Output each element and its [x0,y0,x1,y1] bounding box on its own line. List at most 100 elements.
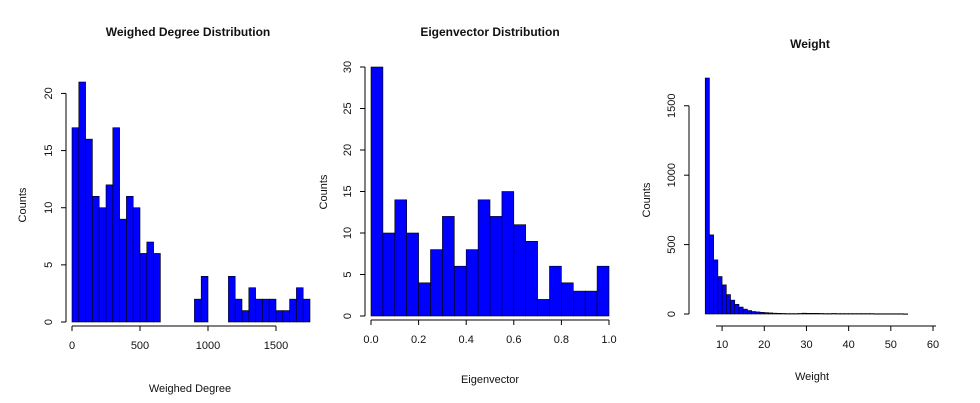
histogram-bar [793,313,799,315]
x-tick-label: 0.2 [411,334,426,346]
histogram-bar [704,77,710,315]
x-axis-label: Weight [795,371,829,383]
axes: 0 5 10 15 20 25 30 0.0 0.2 0.4 0.6 0.8 1.0 [342,61,617,346]
histogram-bar [730,299,736,315]
histogram-bar [525,241,538,317]
histogram-bar [430,249,443,317]
y-tick-label: 0 [43,319,55,325]
histogram-bar [835,313,841,315]
axes: 0 5 10 15 20 0 500 1000 1500 [43,87,288,352]
histogram-bar [501,191,515,317]
histogram-bar [153,253,161,323]
histogram-bar [827,313,833,315]
histogram-bar [200,275,209,323]
histogram-bar [442,216,455,317]
histogram-bar [814,313,820,315]
x-axis-label: Weighed Degree [149,383,231,395]
weighed-degree-histogram: Weighed Degree Distribution Weighed Degr… [17,25,311,395]
y-axis-label: Counts [318,174,330,209]
histogram-bar [726,294,731,315]
histogram-bar [119,218,127,323]
histogram-bar [78,81,86,323]
x-tick-label: 40 [843,339,855,351]
y-tick-label: 0 [666,311,678,317]
histogram-bar [132,207,141,323]
histogram-bar [139,253,148,323]
y-tick-label: 20 [43,87,55,99]
y-tick-label: 15 [43,144,55,156]
histogram-bar [890,313,896,315]
histogram-bar [844,313,849,315]
histogram-bar [513,224,526,317]
x-tick-label: 20 [758,339,770,351]
x-axis-label: Eigenvector [461,374,519,386]
y-axis-label: Counts [17,187,29,222]
histogram-bar [713,259,719,315]
histogram-bar [302,298,311,323]
y-tick-label: 5 [342,271,354,277]
x-tick-label: 0.6 [506,334,521,346]
histogram-bar [831,313,837,315]
histogram-bar [248,287,256,323]
x-tick-label: 10 [716,339,728,351]
histogram-bar [852,313,858,315]
histogram-bar [751,311,757,315]
x-tick-label: 0.8 [554,334,569,346]
x-tick-label: 0 [69,340,75,352]
histogram-bar [860,313,866,315]
chart-title: Weighed Degree Distribution [106,25,270,39]
histogram-bar [255,298,263,323]
histogram-bar [126,195,134,323]
chart-title: Weight [790,37,830,51]
chart-title: Eigenvector Distribution [420,25,559,39]
histogram-bar [738,306,744,315]
y-tick-label: 30 [342,61,354,73]
histogram-bar [742,308,748,315]
histogram-bar [453,265,467,317]
y-tick-label: 10 [43,202,55,214]
histogram-bar [112,127,120,323]
x-tick-label: 1000 [196,340,220,352]
histogram-bar [801,312,807,315]
histogram-bar [92,195,100,323]
histogram-bar [584,290,598,317]
histogram-bar [873,313,879,315]
histogram-bar [98,207,107,323]
histogram-bar [289,298,297,323]
y-tick-label: 20 [342,144,354,156]
histogram-bar [810,313,816,315]
histogram-bar [856,313,862,315]
histogram-bar [228,275,236,323]
histogram-bar [734,303,740,315]
y-tick-label: 0 [342,313,354,319]
histogram-bar [71,127,80,323]
histogram-bar [477,199,491,317]
y-tick-label: 1500 [666,94,678,118]
y-tick-label: 1000 [666,163,678,187]
histogram-bar [721,284,727,315]
histogram-bar [763,312,769,315]
histogram-bar [709,234,714,315]
histogram-bar [85,138,93,323]
x-tick-label: 60 [927,339,939,351]
histogram-bar [776,313,782,315]
histogram-bar [755,311,761,315]
histogram-bar [772,312,778,315]
x-tick-label: 50 [885,339,897,351]
histogram-bar [465,249,479,317]
histogram-bar [894,313,900,315]
x-tick-label: 500 [131,340,149,352]
x-tick-label: 30 [800,339,812,351]
histogram-bar [882,313,887,315]
histogram-bar [780,313,786,315]
histogram-bar [394,199,407,317]
histogram-bar [806,313,811,315]
histogram-bar [105,184,114,323]
y-tick-label: 5 [43,262,55,268]
bars [704,77,908,315]
axes: 0 500 1000 1500 10 20 30 40 50 60 [666,94,939,351]
histogram-bar [877,313,883,315]
histogram-bar [537,299,550,317]
histogram-bar [561,282,574,317]
